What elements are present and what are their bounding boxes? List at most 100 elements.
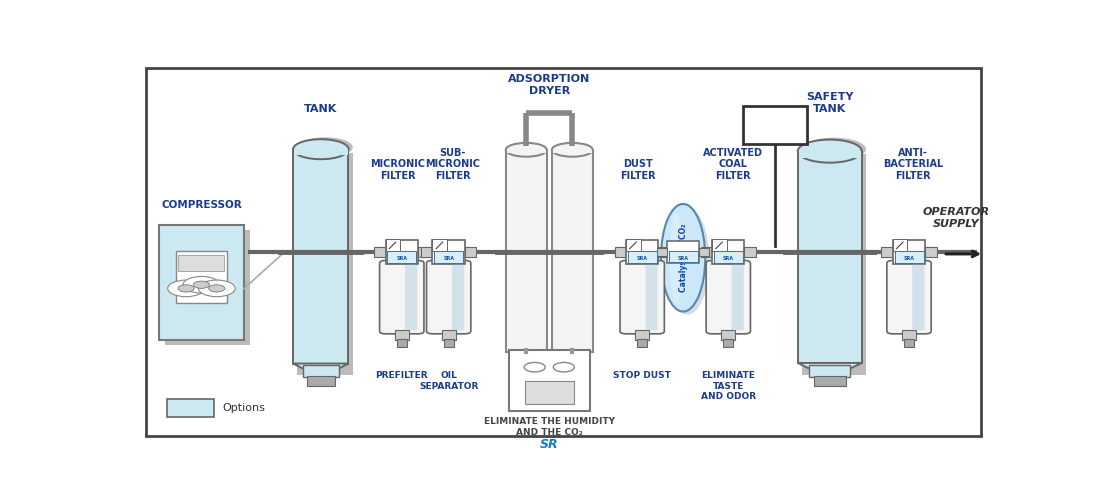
- Bar: [178, 255, 224, 271]
- Text: SRA: SRA: [903, 256, 914, 261]
- FancyBboxPatch shape: [887, 260, 932, 334]
- Bar: [432, 240, 465, 264]
- Bar: [395, 330, 409, 340]
- Bar: [304, 365, 339, 377]
- Polygon shape: [798, 363, 861, 369]
- Bar: [722, 330, 736, 340]
- Text: SRA: SRA: [678, 255, 689, 261]
- Bar: [635, 330, 649, 340]
- Bar: [176, 251, 227, 303]
- Text: ELIMINATE THE HUMIDITY
AND THE CO₂: ELIMINATE THE HUMIDITY AND THE CO₂: [484, 417, 615, 437]
- Bar: [893, 240, 925, 264]
- Bar: [626, 240, 659, 264]
- Bar: [814, 376, 846, 386]
- Bar: [158, 225, 244, 340]
- Text: OPERATOR
SUPPLY: OPERATOR SUPPLY: [922, 208, 990, 229]
- Bar: [443, 339, 453, 347]
- Bar: [441, 330, 455, 340]
- Bar: [387, 251, 416, 263]
- Bar: [802, 155, 866, 375]
- Bar: [297, 153, 353, 375]
- Text: Catalyst CO/CO₂: Catalyst CO/CO₂: [679, 224, 688, 292]
- FancyBboxPatch shape: [912, 264, 924, 330]
- FancyBboxPatch shape: [646, 264, 658, 330]
- Bar: [626, 239, 640, 251]
- Ellipse shape: [661, 204, 705, 311]
- Bar: [893, 239, 907, 251]
- Circle shape: [183, 276, 220, 293]
- FancyBboxPatch shape: [405, 264, 417, 330]
- Circle shape: [178, 285, 194, 292]
- Text: ACTIVATED
COAL
FILTER: ACTIVATED COAL FILTER: [703, 148, 762, 181]
- Text: ELIMINATE
TASTE
AND ODOR: ELIMINATE TASTE AND ODOR: [701, 371, 756, 401]
- Bar: [421, 247, 432, 257]
- Ellipse shape: [552, 143, 593, 157]
- Text: ANTI-
BACTERIAL
FILTER: ANTI- BACTERIAL FILTER: [883, 148, 944, 181]
- Text: COMPRESSOR: COMPRESSOR: [161, 200, 242, 210]
- Bar: [724, 339, 733, 347]
- FancyBboxPatch shape: [452, 264, 464, 330]
- Bar: [397, 339, 407, 347]
- Bar: [881, 247, 893, 257]
- Text: ANALYZER: ANALYZER: [747, 114, 803, 124]
- Text: SR: SR: [540, 438, 559, 451]
- Polygon shape: [293, 363, 349, 369]
- Bar: [799, 151, 861, 158]
- Bar: [525, 381, 573, 404]
- Text: SRA: SRA: [723, 256, 734, 261]
- Bar: [628, 251, 657, 263]
- Bar: [712, 239, 727, 251]
- Text: SRA: SRA: [396, 256, 407, 261]
- Bar: [509, 350, 590, 412]
- Text: ADSORPTION
DRYER: ADSORPTION DRYER: [508, 74, 591, 96]
- Bar: [307, 376, 334, 386]
- Text: TANK: TANK: [305, 104, 338, 114]
- Text: Options: Options: [222, 403, 265, 413]
- Bar: [167, 399, 214, 417]
- Bar: [925, 247, 936, 257]
- FancyBboxPatch shape: [732, 264, 744, 330]
- Bar: [701, 247, 712, 257]
- Bar: [552, 150, 592, 154]
- Bar: [669, 251, 697, 262]
- Bar: [294, 149, 348, 156]
- Bar: [615, 247, 626, 257]
- Bar: [165, 230, 250, 345]
- FancyBboxPatch shape: [427, 260, 471, 334]
- Circle shape: [198, 280, 235, 297]
- Bar: [798, 151, 861, 363]
- Bar: [552, 150, 593, 352]
- FancyBboxPatch shape: [379, 260, 424, 334]
- Bar: [714, 251, 742, 263]
- Circle shape: [167, 280, 205, 297]
- Ellipse shape: [293, 139, 349, 159]
- Bar: [667, 241, 700, 263]
- FancyBboxPatch shape: [620, 260, 664, 334]
- Circle shape: [194, 281, 209, 288]
- Bar: [434, 251, 463, 263]
- Ellipse shape: [802, 138, 866, 161]
- Bar: [810, 365, 850, 377]
- Bar: [374, 247, 386, 257]
- Circle shape: [209, 285, 224, 292]
- Ellipse shape: [297, 137, 353, 157]
- Bar: [904, 339, 914, 347]
- Bar: [894, 251, 924, 263]
- Bar: [902, 330, 916, 340]
- Text: DUST
FILTER: DUST FILTER: [620, 159, 656, 181]
- Bar: [293, 149, 349, 363]
- Bar: [657, 248, 667, 256]
- Bar: [507, 150, 546, 154]
- Text: CO, CO₂, O₂: CO, CO₂, O₂: [754, 129, 798, 138]
- Text: SUB-
MICRONIC
FILTER: SUB- MICRONIC FILTER: [426, 148, 481, 181]
- FancyBboxPatch shape: [706, 260, 750, 334]
- Ellipse shape: [506, 143, 547, 157]
- Bar: [744, 106, 807, 144]
- Bar: [418, 247, 429, 257]
- Circle shape: [553, 362, 574, 372]
- Bar: [745, 247, 756, 257]
- Ellipse shape: [666, 207, 710, 315]
- Ellipse shape: [670, 212, 683, 303]
- Text: OIL
SEPARATOR: OIL SEPARATOR: [419, 371, 478, 391]
- Bar: [700, 248, 710, 256]
